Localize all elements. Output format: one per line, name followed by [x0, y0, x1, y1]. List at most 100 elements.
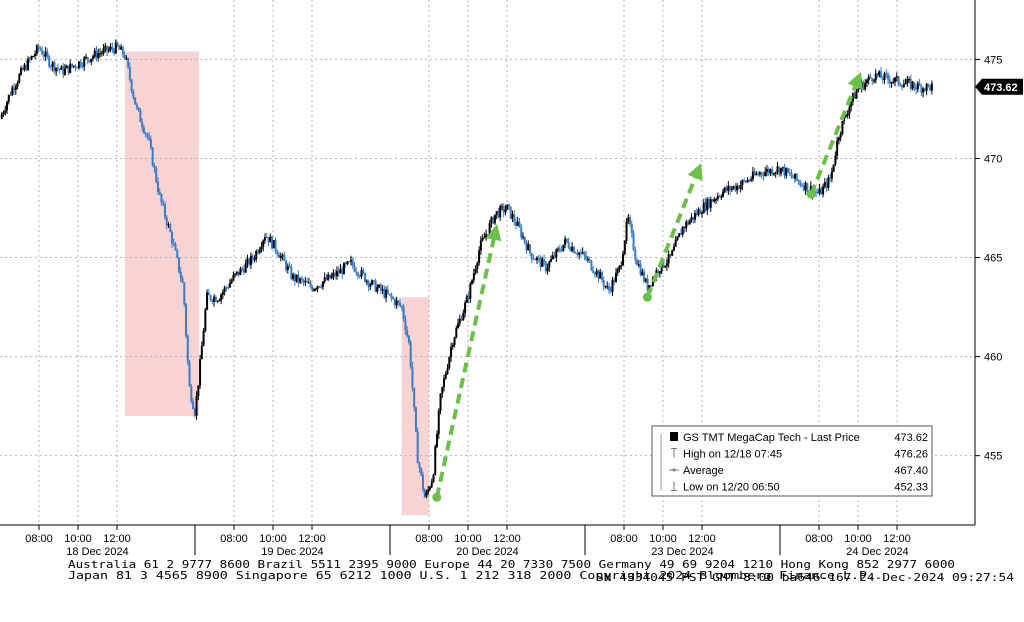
- candle-body: [137, 107, 140, 111]
- candle-body: [920, 85, 923, 93]
- candle-body: [553, 255, 556, 258]
- candle-body: [353, 265, 356, 272]
- candle-body: [432, 474, 435, 482]
- candle-body: [664, 266, 667, 268]
- candle-body: [30, 56, 33, 60]
- candle-body: [360, 269, 363, 277]
- candle-body: [7, 94, 10, 103]
- candle-body: [337, 270, 340, 274]
- candle-body: [223, 287, 226, 292]
- x-tick-label: 12:00: [103, 533, 131, 545]
- candle-body: [916, 82, 919, 90]
- legend-row-value: 467.40: [894, 465, 928, 477]
- candle-body: [211, 299, 214, 302]
- candle-body: [221, 291, 224, 295]
- candle-body: [357, 272, 360, 277]
- candle-body: [262, 240, 265, 247]
- legend-row-label: High on 12/18 07:45: [683, 449, 782, 461]
- candle-body: [70, 63, 73, 67]
- candle-body: [876, 73, 879, 76]
- candle-body: [206, 292, 209, 310]
- candle-body: [858, 87, 861, 90]
- trend-arrow: [645, 162, 703, 298]
- candle-body: [872, 80, 875, 82]
- candle-body: [665, 263, 668, 267]
- candle-body: [234, 273, 237, 276]
- candle-body: [46, 51, 49, 57]
- candle-body: [880, 71, 883, 78]
- legend-row-label: Low on 12/20 06:50: [683, 482, 780, 494]
- candle-body: [869, 76, 872, 79]
- candle-body: [481, 237, 484, 241]
- candle-body: [385, 289, 388, 298]
- candle-body: [58, 68, 61, 70]
- candle-body: [571, 246, 574, 251]
- candle-body: [170, 231, 173, 244]
- candle-body: [613, 279, 616, 283]
- candle-body: [42, 54, 45, 57]
- candle-body: [643, 271, 646, 282]
- candle-body: [462, 312, 465, 321]
- candle-body: [172, 243, 175, 245]
- trend-arrow: [809, 71, 863, 195]
- candle-body: [2, 112, 5, 115]
- candle-body: [590, 260, 593, 271]
- legend-swatch: [670, 432, 678, 441]
- candle-body: [434, 446, 437, 475]
- candle-body: [307, 282, 310, 284]
- candle-body: [76, 67, 79, 69]
- candle-body: [488, 223, 491, 235]
- candle-body: [502, 206, 505, 213]
- candle-body: [739, 185, 742, 190]
- candle-body: [300, 278, 303, 280]
- candle-body: [711, 199, 714, 202]
- candle-body: [671, 250, 674, 256]
- candle-body: [779, 168, 782, 174]
- candle-body: [529, 244, 532, 254]
- day-label: 23 Dec 2024: [651, 546, 713, 558]
- candle-body: [865, 80, 868, 83]
- candle-body: [309, 282, 312, 287]
- candle-body: [197, 385, 200, 396]
- candle-body: [730, 188, 733, 191]
- candle-body: [867, 76, 870, 81]
- candle-body: [258, 249, 261, 253]
- candle-body: [904, 83, 907, 85]
- candle-body: [457, 323, 460, 329]
- candle-body: [341, 268, 344, 275]
- candle-body: [218, 300, 221, 302]
- candle-body: [425, 492, 428, 498]
- candle-body: [560, 250, 563, 252]
- candle-body: [776, 166, 779, 173]
- candle-body: [113, 49, 116, 54]
- candle-body: [606, 286, 609, 288]
- candle-body: [723, 187, 726, 192]
- candle-body: [597, 270, 600, 279]
- candle-body: [267, 237, 270, 243]
- candle-body: [32, 55, 35, 57]
- low-marker-icon: [671, 481, 677, 491]
- candle-body: [492, 217, 495, 224]
- candle-body: [464, 302, 467, 313]
- candle-body: [518, 221, 521, 227]
- candle-body: [585, 255, 588, 260]
- x-tick-label: 10:00: [259, 533, 287, 545]
- candle-body: [815, 191, 818, 193]
- candle-body: [507, 204, 510, 207]
- candle-body: [509, 206, 512, 219]
- candle-body: [581, 252, 584, 254]
- candle-body: [55, 67, 58, 72]
- candle-body: [320, 287, 323, 289]
- candle-body: [913, 82, 916, 88]
- candle-body: [374, 280, 377, 292]
- candle-body: [372, 280, 375, 282]
- candle-body: [60, 66, 63, 70]
- candle-body: [818, 188, 821, 194]
- candle-body: [127, 58, 130, 68]
- candle-body: [421, 474, 424, 490]
- candle-body: [253, 259, 256, 261]
- candle-body: [406, 330, 409, 336]
- x-tick-label: 08:00: [220, 533, 248, 545]
- candle-body: [820, 188, 823, 195]
- candle-body: [681, 226, 684, 235]
